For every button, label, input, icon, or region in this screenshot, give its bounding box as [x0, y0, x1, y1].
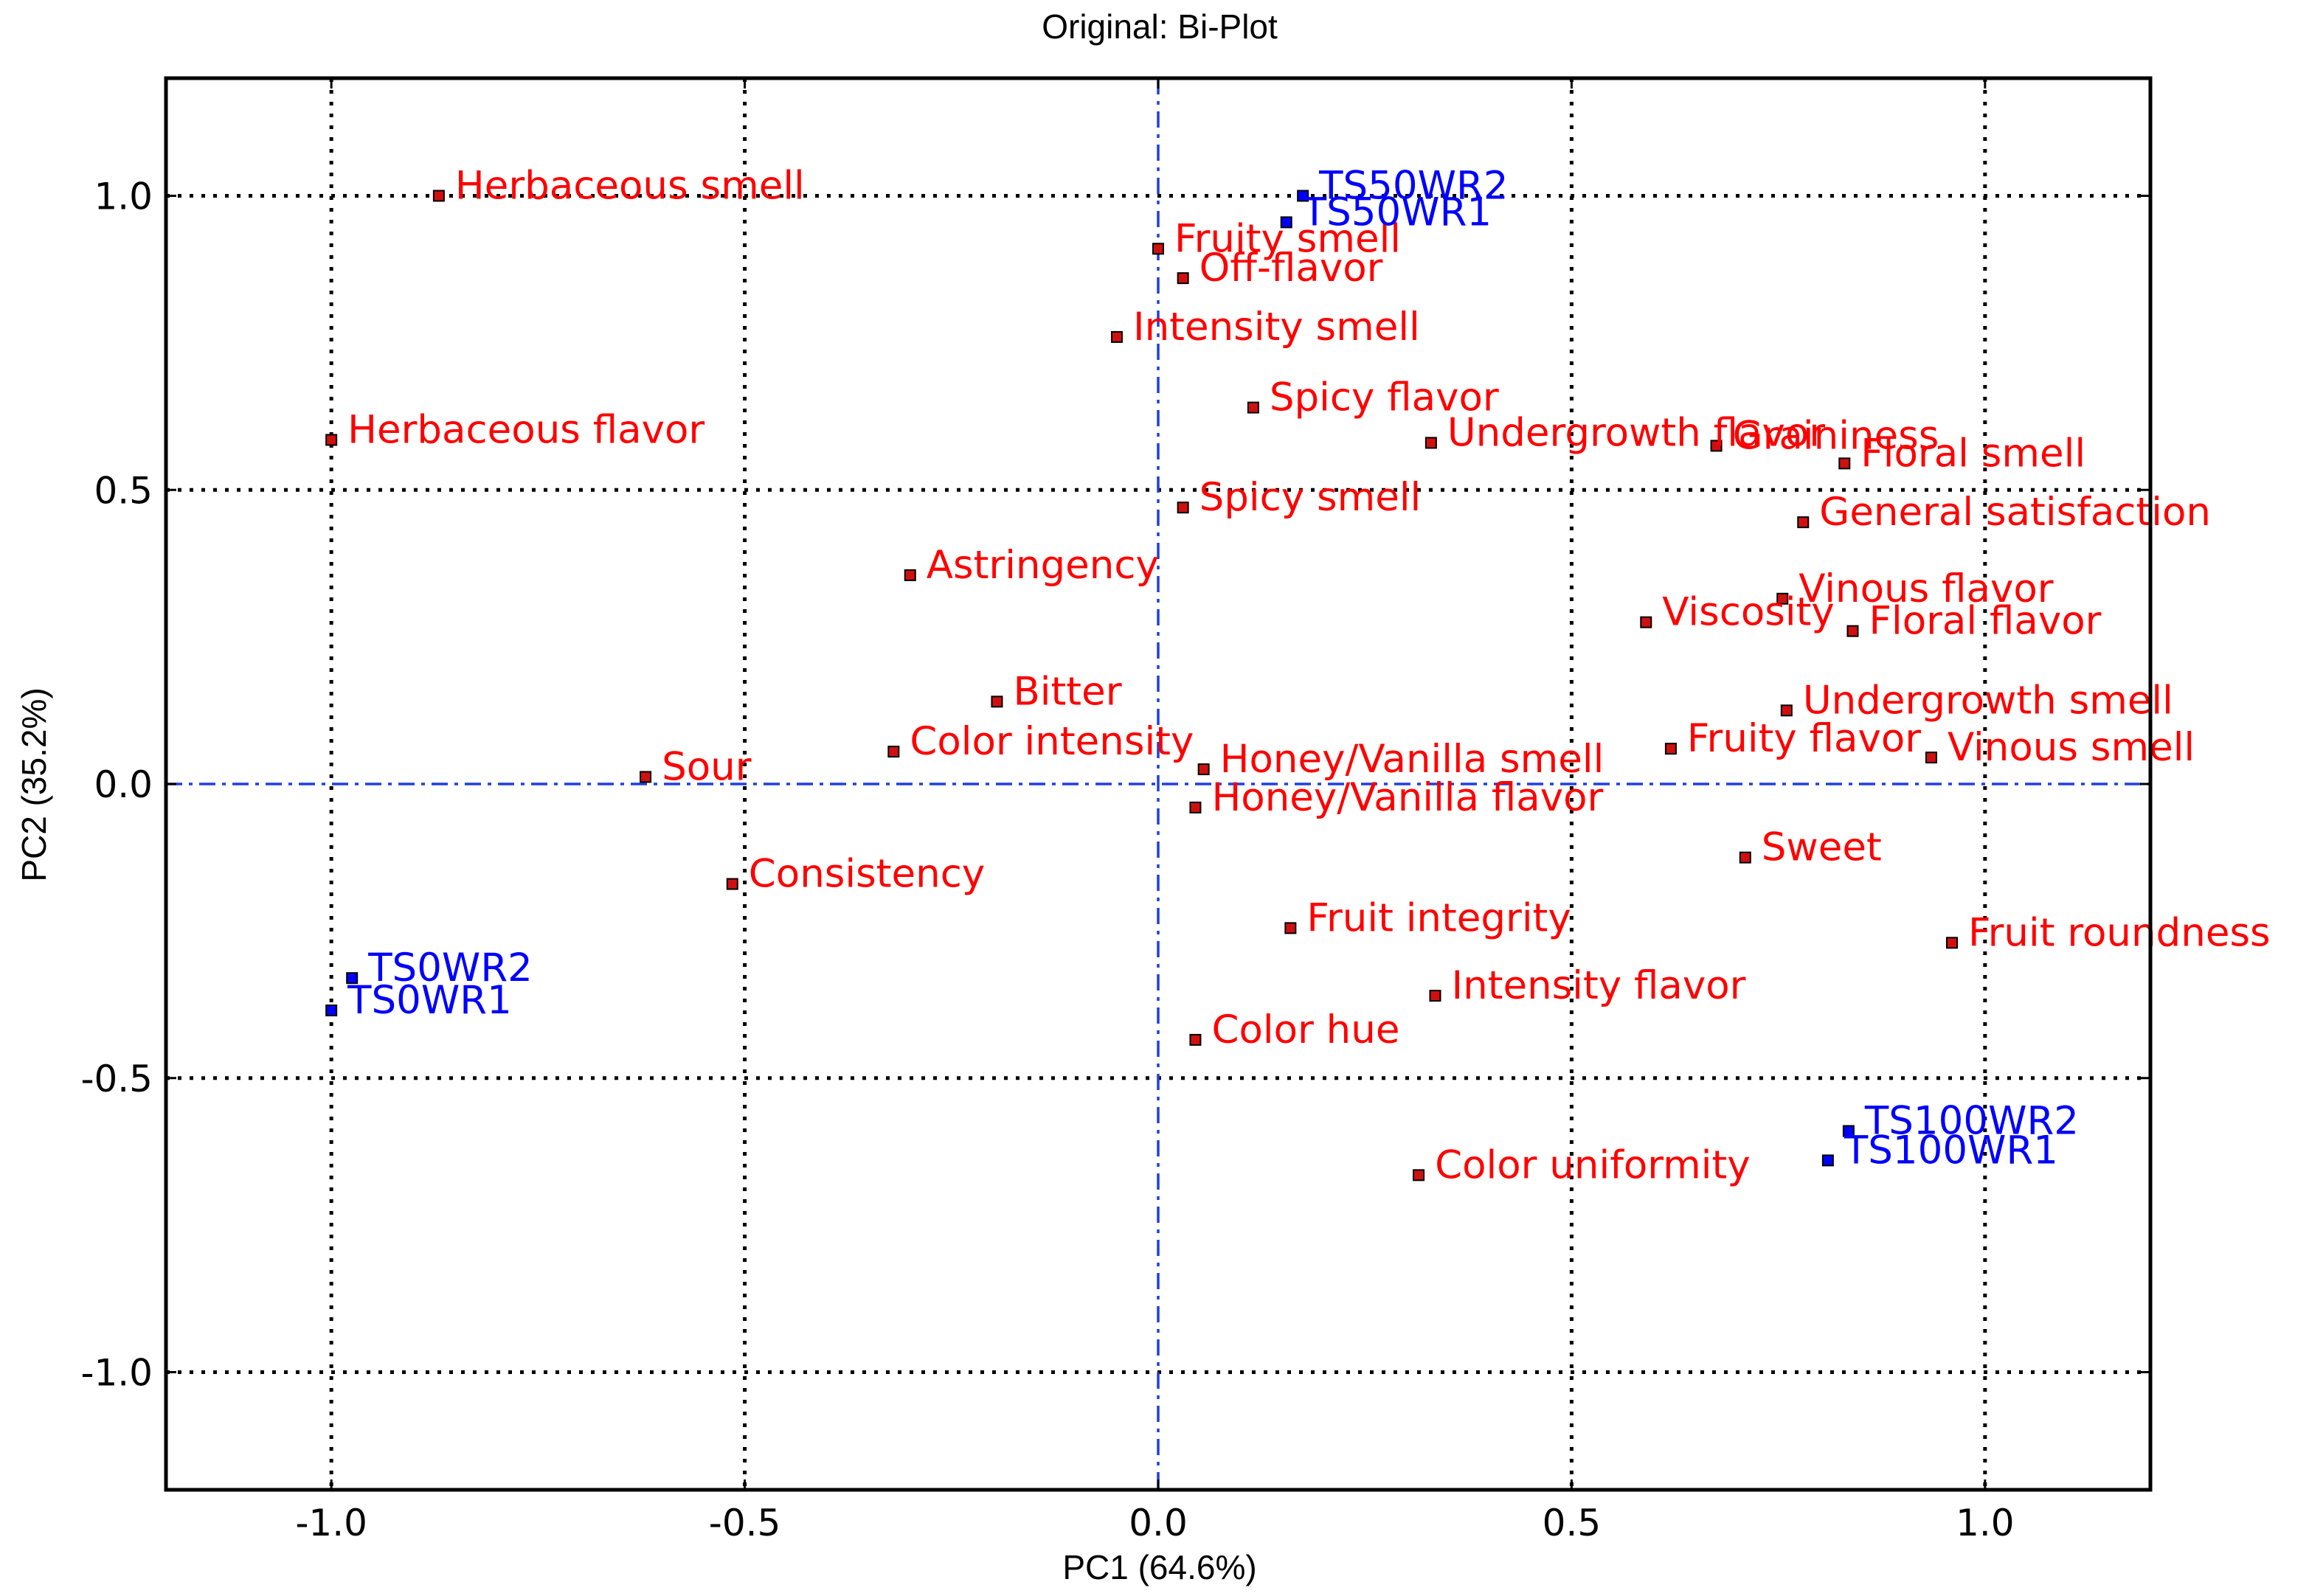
attribute-point: [1946, 937, 1958, 949]
y-tick-label: -1.0: [80, 1352, 153, 1395]
sample-label: TS100WR2: [1864, 1099, 2079, 1144]
attribute-point: [1739, 851, 1751, 864]
attribute-label: Spicy smell: [1199, 475, 1422, 520]
attribute-label: Honey/Vanilla smell: [1220, 737, 1604, 782]
sample-label: TS0WR2: [367, 946, 533, 990]
attribute-label: Fruit integrity: [1306, 895, 1571, 940]
attribute-label: Astringency: [927, 543, 1159, 588]
axis-ticks: -1.0 -0.5 0.0 0.5 1.0 -1.0 -0.5 0.0 0.5 1.0: [80, 78, 2150, 1544]
data-points: [325, 190, 1958, 1182]
attribute-label: Fruit roundness: [1968, 910, 2271, 955]
attribute-label: Color uniformity: [1435, 1142, 1751, 1187]
attribute-point: [1247, 401, 1259, 414]
sample-point: [346, 972, 359, 985]
zero-reference-lines: [166, 78, 2150, 1490]
attribute-point: [432, 190, 445, 202]
attribute-point: [1189, 801, 1202, 813]
attribute-label: Honey/Vanilla flavor: [1211, 775, 1603, 820]
attribute-label: Bitter: [1013, 669, 1121, 714]
attribute-point: [1838, 457, 1851, 470]
attribute-point: [1429, 990, 1441, 1002]
sample-point: [1297, 190, 1309, 202]
attribute-point: [1189, 1033, 1202, 1046]
attribute-label: Viscosity: [1662, 590, 1834, 635]
attribute-point: [1925, 752, 1937, 764]
attribute-label: Fruity smell: [1174, 216, 1401, 261]
sample-label: TS50WR1: [1302, 190, 1492, 235]
plot-area-frame: [164, 76, 2153, 1492]
attribute-label: Herbaceous smell: [455, 164, 805, 209]
x-tick-label: -1.0: [295, 1502, 367, 1544]
attribute-label: Fruity flavor: [1687, 716, 1921, 761]
attribute-point: [887, 746, 900, 758]
y-axis-label: PC2 (35.2%): [15, 687, 53, 881]
x-tick-label: 1.0: [1956, 1502, 2015, 1544]
attribute-point: [1710, 440, 1723, 452]
attribute-point: [1152, 243, 1164, 255]
attribute-label: Vinous smell: [1948, 725, 2195, 770]
attribute-point: [640, 771, 652, 783]
attribute-label: General satisfaction: [1819, 490, 2211, 535]
attribute-point: [1284, 922, 1297, 934]
attribute-point: [1776, 592, 1789, 605]
sample-point: [1842, 1125, 1855, 1137]
y-tick-label: 0.5: [94, 469, 153, 512]
sample-point: [1821, 1154, 1834, 1167]
attribute-label: Color intensity: [910, 719, 1194, 764]
attribute-label: Undergrowth smell: [1803, 678, 2173, 723]
attribute-label: Spicy flavor: [1270, 375, 1499, 420]
attribute-point: [1780, 704, 1793, 717]
attribute-point: [991, 695, 1003, 708]
attribute-label: Sour: [662, 744, 752, 789]
y-tick-label: 0.0: [94, 763, 153, 806]
attribute-point: [1413, 1169, 1425, 1182]
attribute-point: [1197, 763, 1210, 776]
attribute-point: [1664, 743, 1677, 755]
sample-point: [1280, 216, 1292, 229]
attribute-label: Color hue: [1211, 1007, 1399, 1052]
attribute-point: [1797, 516, 1810, 529]
sample-label: TS50WR2: [1318, 164, 1508, 209]
x-tick-label: -0.5: [709, 1502, 781, 1544]
attribute-point: [904, 569, 916, 581]
attribute-point: [726, 878, 738, 890]
sample-point: [325, 1005, 338, 1017]
attribute-point: [1424, 437, 1437, 449]
sample-label: TS100WR1: [1844, 1128, 2058, 1173]
attribute-label: Herbaceous flavor: [347, 407, 705, 452]
attribute-label: Sweet: [1762, 825, 1882, 870]
attribute-label: Undergrowth flavor: [1447, 410, 1825, 455]
attribute-label: Floral flavor: [1869, 599, 2102, 644]
attribute-point: [1640, 616, 1652, 628]
x-tick-label: 0.5: [1543, 1502, 1602, 1544]
attribute-point: [325, 434, 338, 446]
attribute-point: [1177, 272, 1189, 285]
attribute-point: [1177, 502, 1189, 514]
attribute-label: Off-flavor: [1199, 246, 1383, 291]
x-tick-label: 0.0: [1129, 1502, 1188, 1544]
attribute-label: Consistency: [749, 852, 985, 897]
attribute-point: [1846, 625, 1859, 637]
y-tick-label: -0.5: [80, 1058, 153, 1100]
attribute-point: [1110, 330, 1123, 343]
attribute-label: Floral smell: [1860, 431, 2085, 476]
attribute-label: Vinous flavor: [1799, 566, 2054, 611]
chart-title: Original: Bi-Plot: [1042, 7, 1278, 46]
attribute-label: Intensity flavor: [1451, 963, 1745, 1008]
y-tick-label: 1.0: [94, 176, 153, 218]
x-axis-label: PC1 (64.6%): [1062, 1548, 1256, 1586]
attribute-label: Intensity smell: [1133, 305, 1420, 350]
sample-label: TS0WR1: [347, 978, 512, 1023]
attribute-label: Graininess: [1733, 413, 1939, 458]
